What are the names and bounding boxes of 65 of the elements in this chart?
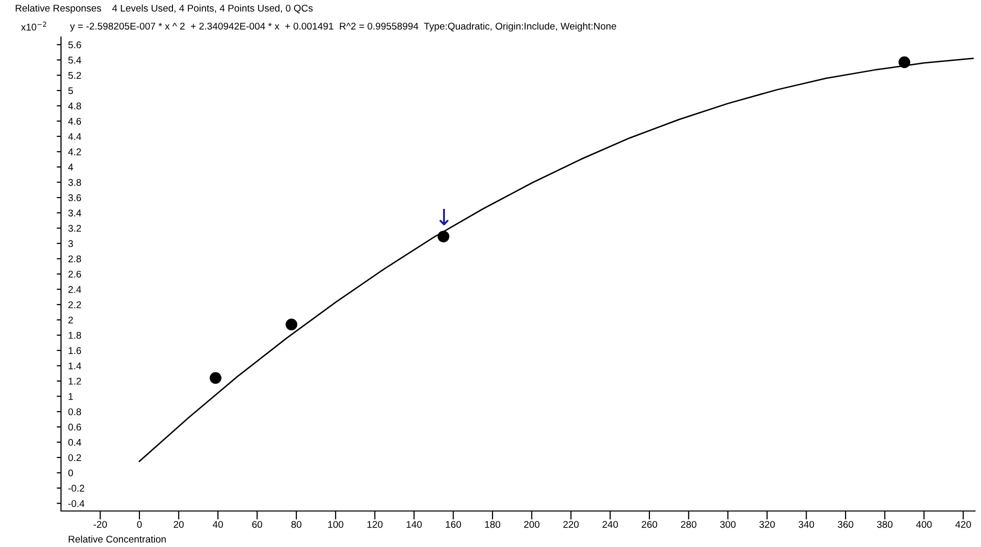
y-tick-label: 1 bbox=[68, 393, 73, 400]
y-tick-label: 2.6 bbox=[68, 270, 82, 278]
text: x10$^{−2}$ bbox=[21, 22, 46, 31]
x-tick-label: 0 bbox=[137, 520, 142, 528]
y-tick-label: 5.6 bbox=[68, 41, 82, 48]
x-tick-label: 400 bbox=[916, 520, 932, 528]
x-tick-label: 200 bbox=[524, 520, 540, 528]
x-tick-label: 120 bbox=[367, 520, 383, 528]
y-tick-label: 2.4 bbox=[68, 286, 82, 293]
x-tick-label: -20 bbox=[94, 520, 107, 528]
y-tick-label: 0 bbox=[68, 470, 73, 476]
y-tick-label: 5.2 bbox=[68, 72, 81, 79]
y-axis-title: Relative Responses bbox=[16, 4, 102, 14]
y-tick-label: 1.4 bbox=[68, 362, 82, 370]
x-tick-label: 320 bbox=[759, 520, 775, 528]
y-tick-label: 2 bbox=[68, 316, 73, 324]
y-tick-label: 1.8 bbox=[68, 332, 82, 339]
x-tick-label: 40 bbox=[212, 520, 223, 528]
y-tick-label: 4.6 bbox=[68, 118, 82, 125]
x-tick-label: 220 bbox=[563, 520, 579, 528]
x-tick-label: 20 bbox=[174, 520, 184, 528]
y-tick-label: 0.6 bbox=[68, 424, 82, 431]
y-tick-label: 0.4 bbox=[68, 438, 82, 446]
x-axis-title: Relative Concentration bbox=[68, 535, 166, 543]
point bbox=[438, 230, 450, 242]
y-tick-label: 3.4 bbox=[68, 210, 82, 216]
x-tick-label: 140 bbox=[406, 520, 422, 528]
x-tick-label: 360 bbox=[838, 520, 854, 528]
x-tick-label: 240 bbox=[602, 520, 618, 528]
y-tick-label: 0.8 bbox=[68, 408, 82, 416]
y-tick-label: 0.2 bbox=[68, 454, 81, 462]
y-tick-label: 3 bbox=[68, 240, 73, 248]
y-tick-label: 2.8 bbox=[68, 255, 82, 262]
y-tick-label: 3.6 bbox=[68, 194, 82, 202]
y-tick-label: 4.8 bbox=[68, 102, 82, 110]
x-tick-label: 60 bbox=[252, 520, 262, 528]
x-tick-label: 300 bbox=[720, 520, 736, 528]
x-tick-label: 420 bbox=[955, 520, 971, 528]
y-tick-label: 4.4 bbox=[68, 133, 82, 140]
y-tick-label: 2.2 bbox=[68, 301, 81, 308]
x-tick-label: 260 bbox=[642, 520, 658, 528]
y-tick-label: 5.4 bbox=[68, 56, 82, 64]
point bbox=[210, 372, 222, 384]
annotation: ↓ bbox=[439, 208, 449, 226]
x-tick-label: 380 bbox=[877, 520, 893, 528]
y-tick-label: 3.8 bbox=[68, 178, 82, 186]
x-tick-label: 180 bbox=[485, 520, 500, 528]
x-tick-label: 100 bbox=[328, 520, 344, 528]
x-tick-label: 80 bbox=[291, 520, 302, 528]
y-tick-label: 3.2 bbox=[68, 224, 81, 232]
y-tick-label: 4 bbox=[68, 164, 74, 170]
x-tick-label: 280 bbox=[681, 520, 696, 528]
point bbox=[286, 318, 298, 330]
chart-title: 4 Levels Used, 4 Points, 4 Points Used, 0 QCs bbox=[112, 4, 313, 14]
line-series bbox=[138, 58, 974, 462]
chart-subtitle: y = -2.598205E-007 * x ^ 2 + 2.340942E-004 * x + 0.001491 R^2 = 0.99558994 Type:Quadratic, Origin:Include, Weight:None bbox=[70, 22, 616, 32]
y-tick-label: -0.4 bbox=[68, 500, 84, 507]
x-tick-label: 160 bbox=[446, 520, 462, 528]
y-tick-label: 1.2 bbox=[68, 378, 81, 385]
y-tick-label: 1.6 bbox=[68, 347, 82, 354]
y-tick-label: 5 bbox=[68, 87, 73, 94]
y-tick-label: -0.2 bbox=[68, 484, 84, 492]
y-tick-label: 4.2 bbox=[68, 148, 81, 156]
x-tick-label: 340 bbox=[798, 520, 814, 528]
point bbox=[898, 56, 910, 68]
